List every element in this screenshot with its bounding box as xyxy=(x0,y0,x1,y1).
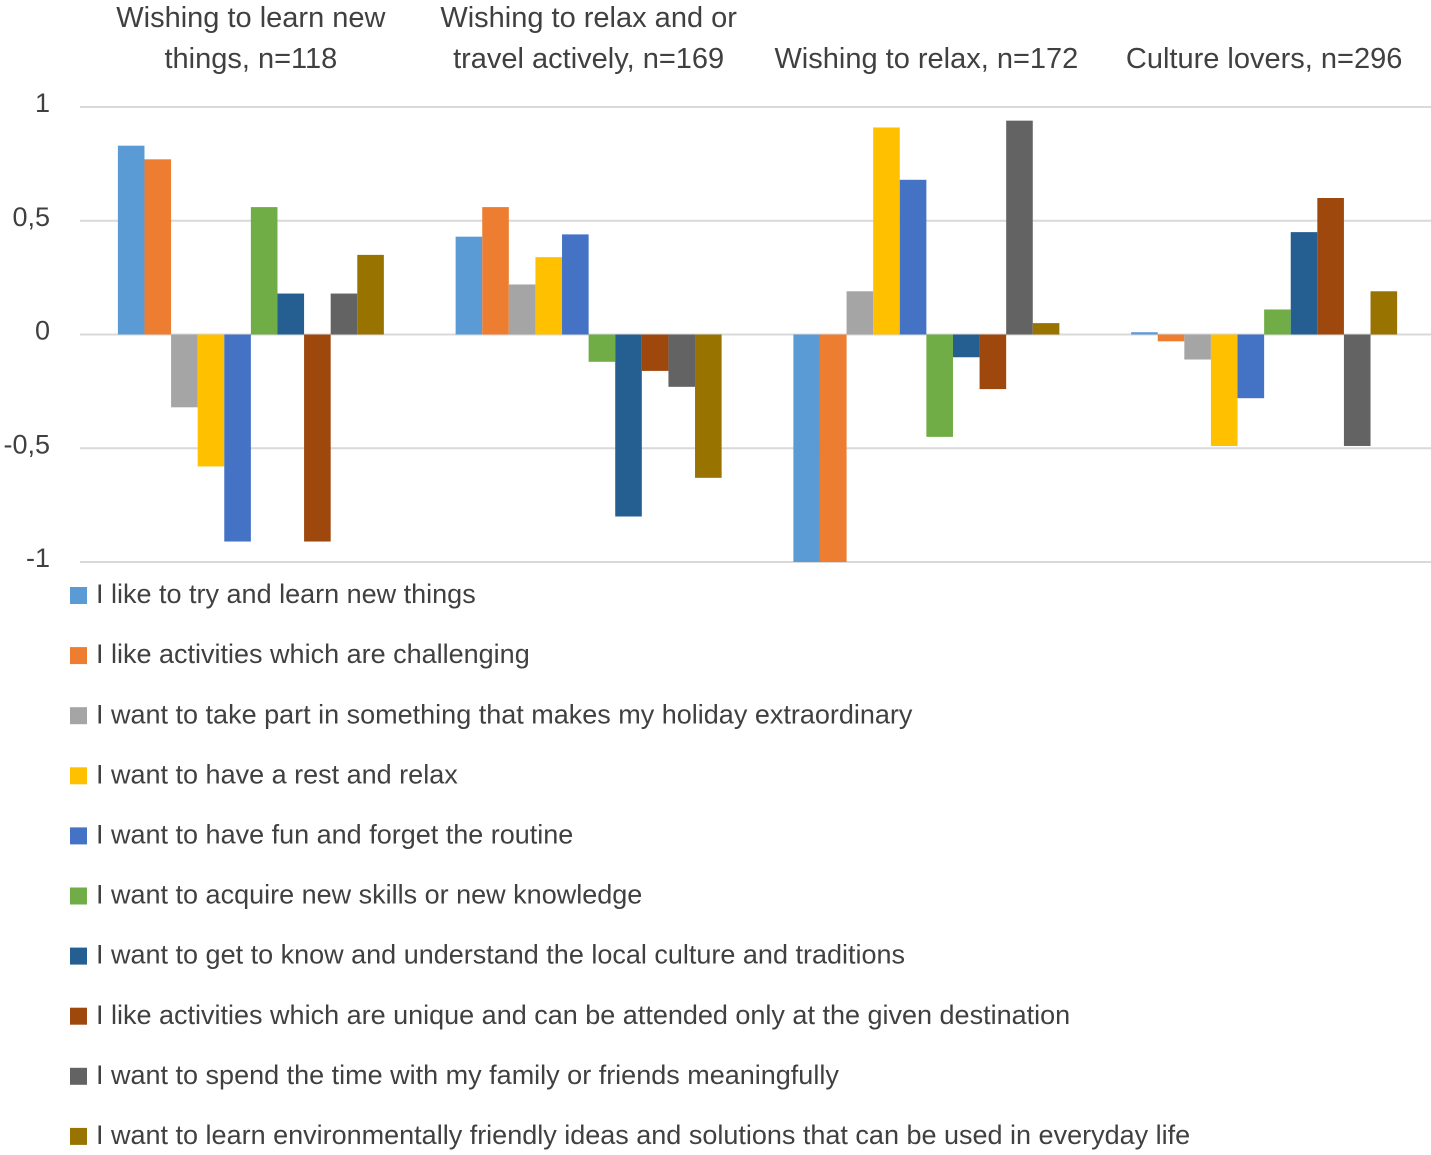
bar xyxy=(277,293,305,335)
legend-swatch xyxy=(70,887,87,905)
bar xyxy=(224,334,251,542)
category-label: Wishing to learn new things, n=118 xyxy=(116,2,386,75)
bar xyxy=(641,334,669,371)
bar xyxy=(588,334,616,362)
bar xyxy=(819,334,847,562)
category-label: Wishing to relax and or travel actively,… xyxy=(440,2,737,75)
bar xyxy=(357,254,384,335)
bar xyxy=(304,334,331,542)
y-tick-label: -0,5 xyxy=(3,429,50,459)
y-tick-label: -1 xyxy=(26,543,50,573)
bar xyxy=(1210,334,1238,446)
bar xyxy=(330,293,358,335)
bar xyxy=(535,257,563,335)
legend-label: I want to have fun and forget the routin… xyxy=(96,820,573,850)
bar xyxy=(1006,120,1033,335)
category-label: Culture lovers, n=296 xyxy=(1125,43,1403,75)
legend-swatch xyxy=(70,587,87,604)
bar xyxy=(615,334,642,517)
bar xyxy=(846,291,874,335)
bar xyxy=(1343,334,1371,446)
bar xyxy=(873,127,900,335)
legend-label: I want to acquire new skills or new know… xyxy=(96,880,642,910)
legend-swatch xyxy=(70,827,87,845)
bar xyxy=(117,145,145,335)
bar xyxy=(952,334,980,358)
legend-label: I want to learn environmentally friendly… xyxy=(96,1120,1190,1150)
bar xyxy=(1317,198,1344,335)
bar xyxy=(695,334,722,478)
legend-swatch xyxy=(70,647,87,665)
bar xyxy=(793,334,820,562)
legend-label: I want to get to know and understand the… xyxy=(96,940,905,970)
bar xyxy=(1184,334,1211,360)
legend-label: I want to take part in something that ma… xyxy=(96,699,913,729)
bar xyxy=(1157,334,1185,342)
y-tick-label: 0,5 xyxy=(12,202,50,232)
bar xyxy=(1370,291,1398,335)
bar xyxy=(926,334,953,437)
bar xyxy=(899,179,927,335)
bar xyxy=(668,334,696,387)
legend-swatch xyxy=(70,1067,87,1085)
category-label: Wishing to relax, n=172 xyxy=(774,43,1079,75)
legend-swatch xyxy=(70,1007,87,1025)
bar xyxy=(455,236,483,335)
legend-swatch xyxy=(70,947,87,965)
legend-swatch xyxy=(70,707,87,725)
bar xyxy=(979,334,1007,390)
bar xyxy=(1237,334,1265,399)
bar xyxy=(482,207,509,335)
bar xyxy=(1032,323,1060,335)
legend-label: I like to try and learn new things xyxy=(96,579,476,609)
bar xyxy=(197,334,225,467)
legend-label: I like activities which are challenging xyxy=(96,639,530,669)
legend-swatch xyxy=(70,1127,87,1145)
bar xyxy=(508,284,536,335)
legend-label: I want to spend the time with my family … xyxy=(96,1060,839,1090)
legend-label: I want to have a rest and relax xyxy=(96,759,458,789)
bar xyxy=(144,159,172,335)
bar xyxy=(250,207,278,335)
bar xyxy=(562,234,589,335)
bar xyxy=(1131,332,1158,335)
bar xyxy=(1290,232,1318,335)
bar xyxy=(1264,309,1291,335)
y-tick-label: 1 xyxy=(35,88,50,118)
y-tick-label: 0 xyxy=(35,316,50,346)
legend-swatch xyxy=(70,767,87,785)
bar xyxy=(171,334,198,408)
legend-label: I like activities which are unique and c… xyxy=(96,1000,1070,1030)
